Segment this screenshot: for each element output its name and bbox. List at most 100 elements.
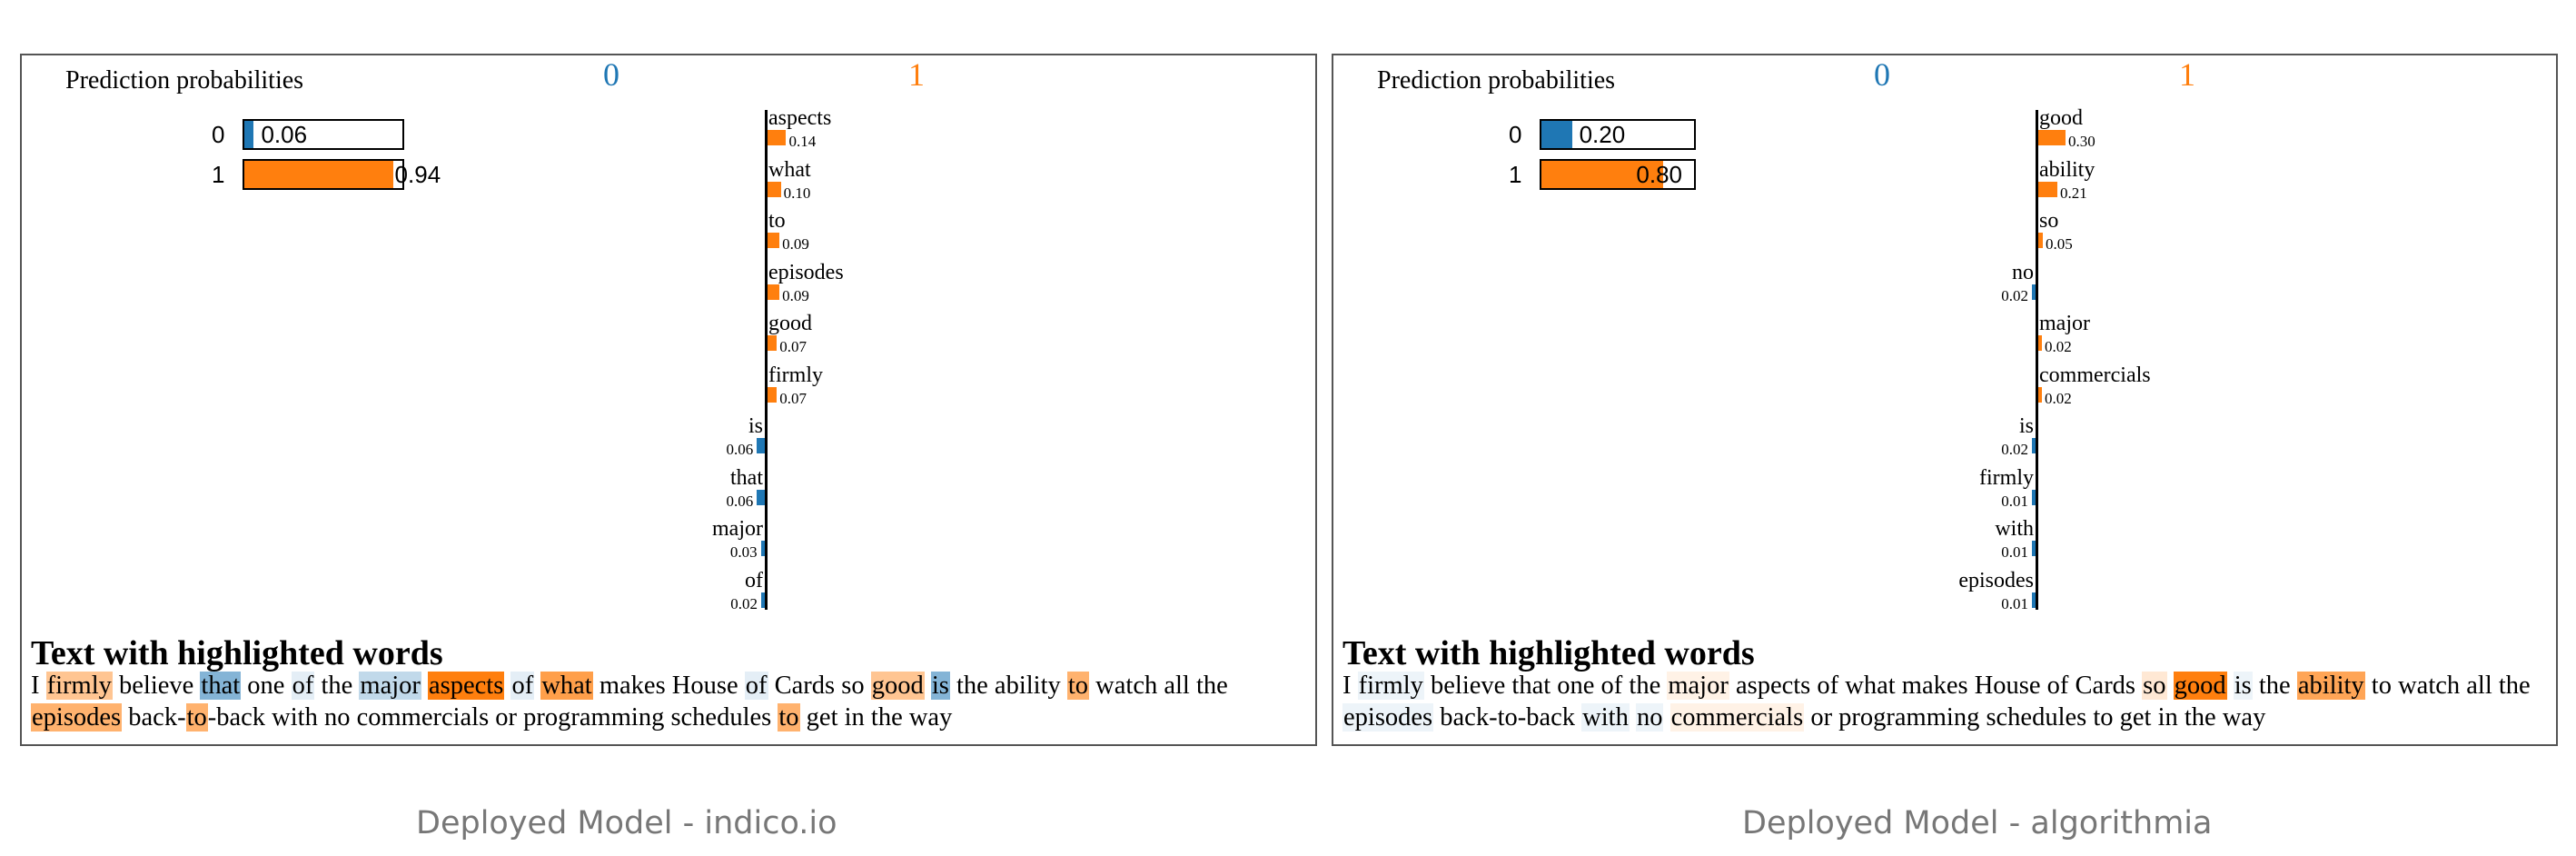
feature-bar — [2032, 592, 2036, 608]
prediction-label-1: 1 — [1509, 161, 1522, 188]
feature-value: 0.06 — [726, 441, 754, 458]
highlighted-word: of — [744, 672, 768, 700]
highlighted-word: of — [291, 672, 315, 700]
text-span — [2167, 672, 2174, 700]
prediction-bar-0 — [243, 119, 404, 150]
feature-value: 0.09 — [782, 235, 809, 253]
class-1-header: 1 — [2179, 56, 2195, 93]
feature-word: major — [712, 517, 763, 541]
feature-value: 0.02 — [2045, 389, 2072, 407]
text-span: get in the way — [799, 703, 953, 732]
feature-word: what — [768, 157, 811, 182]
highlighted-word: ability — [2296, 672, 2365, 700]
feature-word: good — [768, 312, 812, 335]
text-span: makes House — [592, 672, 745, 700]
prediction-probabilities-title: Prediction probabilities — [1377, 66, 1616, 95]
feature-bar — [2032, 541, 2036, 556]
text-span: Cards so — [768, 672, 871, 700]
feature-value: 0.02 — [2001, 441, 2028, 458]
feature-value: 0.09 — [782, 286, 809, 304]
feature-value: 0.21 — [2060, 184, 2087, 202]
feature-word: ability — [2039, 157, 2095, 182]
feature-bar — [2038, 181, 2057, 197]
feature-bar — [768, 386, 778, 403]
feature-word: good — [2039, 106, 2083, 130]
feature-value: 0.05 — [2046, 235, 2073, 253]
class-0-header: 0 — [603, 56, 619, 93]
text-span: one — [241, 672, 292, 700]
highlighted-word: is — [2233, 672, 2253, 700]
highlighted-word: major — [359, 672, 421, 700]
feature-value: 0.14 — [788, 133, 817, 150]
prediction-bar-1 — [1540, 159, 1696, 190]
feature-bar — [2032, 489, 2036, 505]
feature-value: 0.01 — [2001, 543, 2028, 561]
feature-word: episodes — [768, 260, 844, 284]
class-1-header: 1 — [908, 56, 925, 93]
prediction-value-1: 0.80 — [1636, 161, 1682, 188]
highlighted-word: so — [2142, 672, 2167, 700]
feature-word: that — [730, 465, 763, 490]
text-span — [1663, 703, 1669, 732]
highlighted-text: I firmly believe that one of the major a… — [1342, 670, 2531, 733]
highlighted-word: firmly — [1357, 672, 1424, 700]
highlighted-word: no — [1635, 703, 1664, 732]
feature-word: is — [2018, 414, 2034, 438]
feature-value: 0.10 — [783, 184, 811, 202]
feature-bar — [768, 335, 778, 351]
feature-bar — [760, 541, 765, 556]
prediction-bar-fill-1 — [1541, 161, 1664, 188]
feature-word: to — [768, 209, 786, 233]
class-0-header: 0 — [1874, 56, 1890, 93]
feature-value: 0.07 — [779, 338, 807, 355]
prediction-value-0: 0.20 — [1579, 121, 1626, 148]
highlighted-word: of — [510, 672, 535, 700]
feature-word: episodes — [1958, 568, 2034, 592]
text-span: I — [1342, 672, 1358, 700]
feature-word: so — [2039, 209, 2059, 233]
feature-word: commercials — [2039, 363, 2151, 387]
feature-value: 0.30 — [2068, 133, 2095, 150]
highlighted-word: episodes — [1342, 703, 1434, 732]
feature-bar — [2038, 130, 2066, 145]
feature-bar — [757, 438, 765, 453]
highlighted-word: aspects — [428, 672, 505, 700]
highlighted-text-line: episodes back-to-back with no commercial… — [31, 702, 1228, 733]
feature-word: aspects — [768, 106, 832, 130]
text-span: back- — [122, 703, 186, 732]
feature-bar — [768, 233, 780, 248]
highlighted-word: to — [778, 703, 800, 732]
feature-word: firmly — [1979, 465, 2034, 490]
text-span — [2227, 672, 2234, 700]
feature-axis — [2036, 110, 2038, 610]
text-span: the ability — [949, 672, 1067, 700]
text-span: I — [31, 672, 46, 700]
prediction-value-0: 0.06 — [261, 121, 308, 148]
prediction-value-1: 0.94 — [394, 161, 441, 188]
highlighted-word: firmly — [45, 672, 113, 700]
caption-indico: Deployed Model - indico.io — [416, 805, 837, 841]
highlighted-word: with — [1581, 703, 1630, 732]
feature-bar — [2032, 284, 2036, 300]
text-span: to watch all the — [2364, 672, 2531, 700]
highlighted-word: major — [1667, 672, 1729, 700]
highlighted-word: to — [185, 703, 208, 732]
highlighted-word: good — [870, 672, 925, 700]
explanation-panel-algorithmia: Prediction probabilities 0 1 0 0.20 1 0.80 good… — [1332, 54, 2558, 746]
highlighted-word: is — [930, 672, 950, 700]
text-span — [1630, 703, 1636, 732]
highlighted-word: commercials — [1669, 703, 1805, 732]
feature-value: 0.02 — [2045, 338, 2072, 355]
text-span: back-to-back — [1433, 703, 1582, 732]
feature-value: 0.03 — [729, 543, 758, 561]
text-span: watch all the — [1089, 672, 1228, 700]
feature-bar — [2032, 438, 2036, 453]
feature-value: 0.01 — [2001, 594, 2028, 612]
highlighted-word: that — [200, 672, 242, 700]
text-span: believe — [112, 672, 201, 700]
feature-value: 0.07 — [779, 389, 807, 407]
feature-word: major — [2039, 312, 2090, 335]
feature-value: 0.02 — [730, 594, 758, 612]
prediction-bar-1 — [243, 159, 404, 190]
text-span — [925, 672, 931, 700]
